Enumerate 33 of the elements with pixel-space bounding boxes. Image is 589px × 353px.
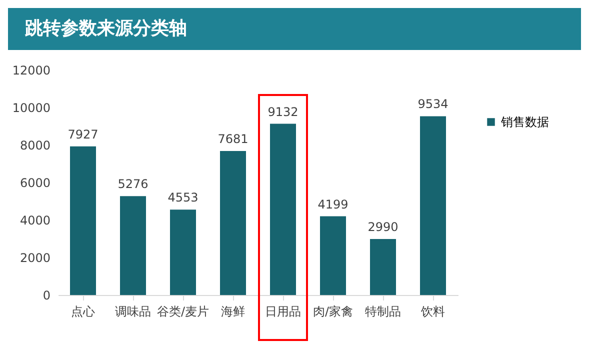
- y-tick-label: 10000: [12, 101, 50, 115]
- bar: [270, 124, 296, 295]
- bar: [370, 238, 396, 295]
- legend-label: 销售数据: [500, 115, 549, 129]
- y-tick-label: 4000: [20, 214, 50, 228]
- data-label: 7681: [218, 132, 248, 146]
- data-label: 7927: [68, 127, 98, 142]
- bar: [120, 196, 146, 295]
- x-tick-label: 谷类/麦片: [156, 304, 210, 318]
- chart-title: 跳转参数来源分类轴: [24, 18, 187, 39]
- data-label: 9534: [418, 97, 448, 112]
- y-tick-label: 2000: [20, 251, 50, 265]
- x-tick-label: 日用品: [265, 304, 301, 318]
- bar: [220, 150, 246, 295]
- y-tick-label: 8000: [20, 138, 50, 152]
- y-tick-label: 12000: [12, 64, 50, 78]
- bar: [70, 146, 96, 295]
- x-tick-label: 海鲜: [221, 304, 245, 318]
- data-label: 5276: [118, 177, 148, 192]
- x-tick-label: 调味品: [115, 304, 151, 318]
- y-tick-label: 0: [42, 288, 50, 302]
- bar: [170, 210, 196, 295]
- y-tick-label: 6000: [20, 176, 50, 190]
- x-tick-label: 肉/家禽: [312, 304, 354, 318]
- data-label: 4553: [168, 190, 198, 205]
- x-tick-label: 点心: [71, 304, 95, 318]
- data-label: 2990: [368, 220, 398, 234]
- x-tick-label: 特制品: [365, 304, 401, 318]
- data-label: 9132: [268, 104, 298, 119]
- data-label: 4199: [318, 197, 348, 212]
- x-tick-label: 饮料: [420, 304, 445, 318]
- bar: [420, 116, 446, 295]
- bar: [320, 216, 346, 295]
